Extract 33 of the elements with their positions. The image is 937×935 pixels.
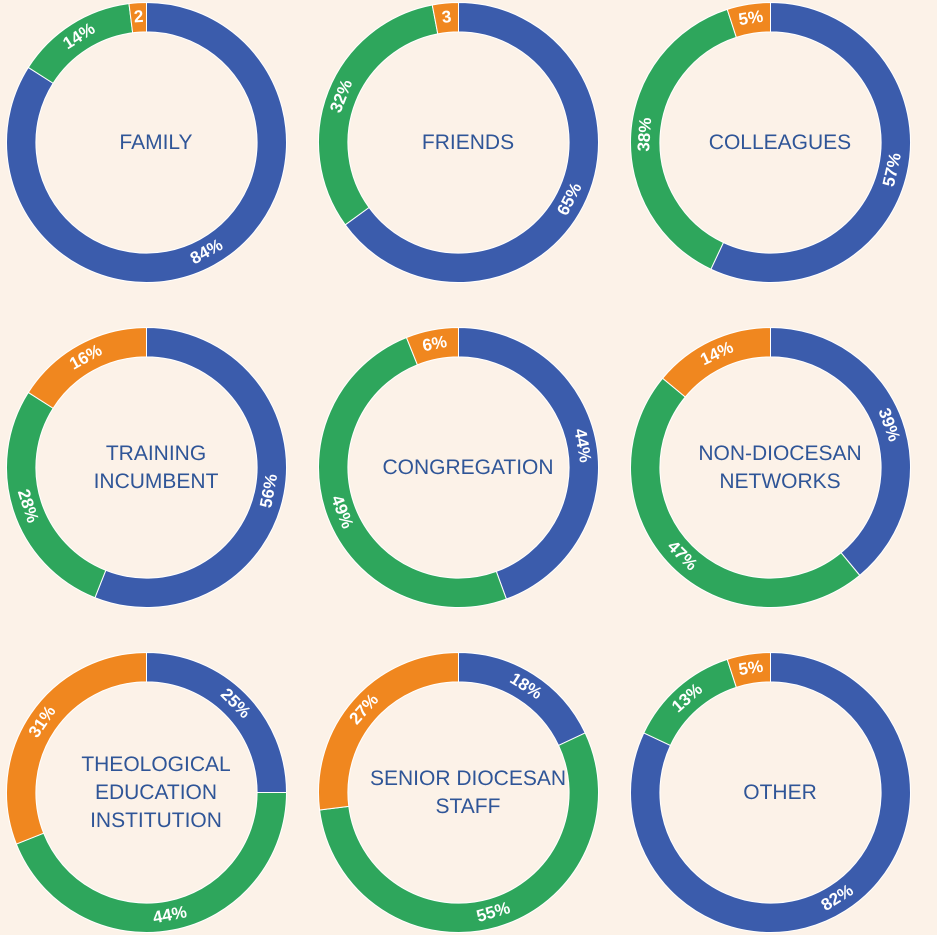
data-label: 13% xyxy=(668,680,706,716)
data-label: 49% xyxy=(327,492,358,532)
text: FAMILY xyxy=(119,130,193,154)
data-label: 18% xyxy=(506,668,546,704)
text: CONGREGATION xyxy=(382,456,554,478)
data-label: 32% xyxy=(326,76,356,116)
data-label: 55% xyxy=(474,898,512,926)
data-label: 5% xyxy=(737,6,764,30)
text: TRAINING INCUMBENT xyxy=(94,442,218,492)
data-label: 84% xyxy=(187,235,226,268)
text: OTHER xyxy=(743,780,817,804)
data-label: 65% xyxy=(553,180,586,218)
data-label: 44% xyxy=(570,427,596,464)
data-label: 56% xyxy=(256,472,282,510)
data-label: 57% xyxy=(879,150,905,188)
text: NON-DIOCESAN NETWORKS xyxy=(698,442,862,492)
data-label: 14% xyxy=(697,338,736,370)
data-label: 5% xyxy=(737,656,764,680)
text: COLLEAGUES xyxy=(708,130,852,154)
data-label: 39% xyxy=(874,406,904,444)
text: SENIOR DIOCESAN STAFF xyxy=(370,766,566,818)
text: FRIENDS xyxy=(422,130,514,154)
data-label: 6% xyxy=(420,332,448,356)
data-label: 44% xyxy=(151,902,188,928)
data-label: 3 xyxy=(441,7,452,27)
data-label: 47% xyxy=(664,536,702,574)
text: THEOLOGICAL EDUCATION INSTITUTION xyxy=(81,752,231,832)
data-label: 16% xyxy=(66,340,106,374)
data-label: 2 xyxy=(133,6,144,26)
data-label: 82% xyxy=(818,880,857,915)
data-label: 38% xyxy=(634,117,656,152)
data-label: 28% xyxy=(14,486,42,526)
data-label: 14% xyxy=(59,18,98,54)
